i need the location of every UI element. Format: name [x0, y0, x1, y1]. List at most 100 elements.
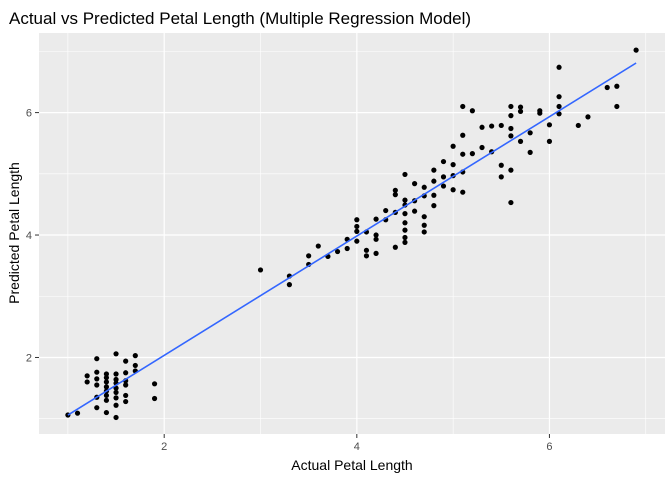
- data-point: [123, 398, 129, 405]
- data-point: [479, 124, 485, 130]
- data-point: [460, 103, 466, 110]
- data-point: [421, 222, 427, 228]
- data-point: [508, 103, 514, 110]
- data-point: [604, 84, 610, 91]
- data-point: [344, 245, 350, 252]
- data-point: [315, 243, 321, 249]
- data-point: [517, 108, 524, 114]
- data-point: [460, 132, 466, 138]
- data-point: [498, 122, 504, 129]
- data-point: [431, 178, 437, 184]
- data-point: [402, 171, 408, 178]
- data-point: [517, 138, 524, 144]
- data-point: [421, 184, 427, 190]
- data-point: [306, 253, 312, 259]
- data-point: [123, 382, 129, 388]
- data-point: [431, 192, 437, 198]
- data-point: [450, 143, 456, 149]
- data-point: [103, 397, 110, 403]
- data-point: [469, 151, 475, 157]
- data-point: [412, 208, 418, 214]
- data-point: [614, 83, 620, 89]
- data-point: [412, 181, 418, 187]
- data-point: [421, 214, 427, 220]
- data-point: [334, 248, 341, 255]
- data-point: [113, 402, 119, 408]
- data-point: [614, 103, 620, 110]
- data-point: [546, 138, 553, 144]
- data-point: [373, 236, 379, 242]
- data-point: [633, 47, 639, 53]
- data-point: [113, 351, 119, 357]
- data-point: [373, 232, 379, 238]
- data-point: [373, 250, 379, 256]
- data-point: [103, 375, 110, 381]
- data-point: [546, 122, 553, 128]
- data-point: [132, 362, 138, 369]
- x-tick-label: 2: [161, 441, 167, 453]
- data-point: [94, 369, 100, 375]
- data-point: [450, 162, 456, 168]
- axis-ticks: 2 4 6 2 4 6: [26, 108, 553, 453]
- data-point: [94, 382, 100, 388]
- data-point: [113, 414, 119, 421]
- y-tick-label: 4: [26, 230, 32, 242]
- data-points: [65, 47, 639, 421]
- data-point: [151, 395, 158, 402]
- y-axis-title: Predicted Petal Length: [6, 162, 22, 304]
- data-point: [402, 234, 408, 241]
- data-point: [440, 158, 447, 165]
- data-point: [402, 197, 408, 203]
- data-point: [508, 113, 514, 119]
- data-point: [113, 395, 119, 401]
- data-point: [498, 162, 504, 168]
- data-point: [132, 353, 138, 359]
- data-point: [460, 189, 466, 195]
- plot-panel: [39, 33, 665, 434]
- data-point: [498, 174, 504, 180]
- data-point: [431, 203, 437, 209]
- data-point: [373, 216, 379, 222]
- regression-line-layer: [67, 62, 637, 416]
- data-point: [113, 376, 119, 383]
- data-point: [354, 228, 360, 234]
- data-point: [585, 114, 591, 120]
- data-point: [383, 207, 389, 214]
- data-point: [517, 104, 524, 110]
- y-tick-label: 2: [26, 352, 32, 364]
- data-point: [527, 149, 533, 155]
- data-point: [508, 167, 514, 173]
- data-point: [94, 376, 100, 382]
- data-point: [556, 103, 562, 110]
- data-point: [402, 227, 408, 233]
- data-point: [469, 108, 475, 114]
- x-tick-label: 6: [546, 441, 552, 453]
- data-point: [103, 409, 110, 416]
- data-point: [421, 229, 427, 235]
- data-point: [123, 358, 129, 364]
- data-point: [257, 267, 264, 273]
- data-point: [354, 223, 360, 230]
- chart-title: Actual vs Predicted Petal Length (Multip…: [9, 9, 471, 28]
- data-point: [508, 199, 514, 206]
- data-point: [84, 373, 90, 379]
- data-point: [103, 379, 110, 385]
- x-axis-title: Actual Petal Length: [291, 457, 412, 473]
- data-point: [103, 384, 110, 390]
- data-point: [556, 111, 562, 117]
- data-point: [527, 130, 533, 136]
- data-point: [151, 381, 158, 387]
- data-point: [94, 405, 100, 411]
- data-point: [363, 253, 370, 259]
- data-point: [431, 167, 437, 173]
- data-point: [103, 392, 110, 399]
- data-point: [440, 183, 447, 189]
- data-point: [354, 238, 360, 244]
- data-point: [94, 356, 100, 362]
- data-point: [556, 64, 562, 70]
- data-point: [402, 211, 408, 217]
- data-point: [392, 244, 398, 250]
- data-point: [84, 379, 90, 385]
- data-point: [74, 410, 81, 416]
